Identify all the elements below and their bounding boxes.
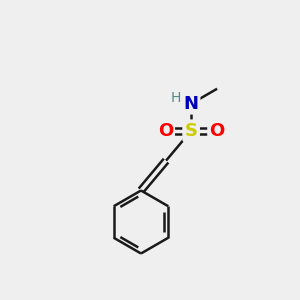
Text: O: O [158,122,173,140]
Text: O: O [209,122,224,140]
Text: N: N [184,95,199,113]
Text: H: H [171,91,181,105]
Text: S: S [184,122,198,140]
